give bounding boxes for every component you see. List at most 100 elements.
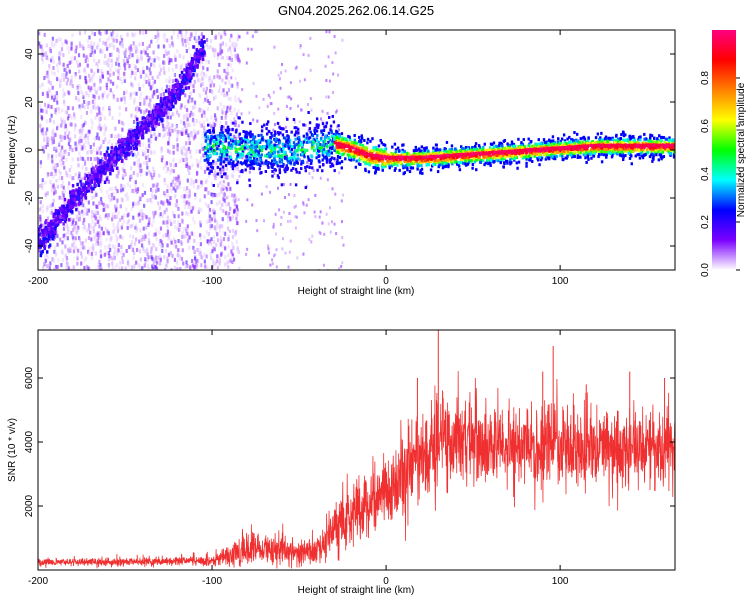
spectrogram-cell [176, 147, 179, 152]
spectrogram-cell [129, 139, 132, 143]
spectrogram-cell [135, 142, 139, 147]
spectrogram-cell [164, 89, 168, 93]
spectrogram-cell [185, 227, 188, 232]
spectrogram-cell [328, 79, 331, 83]
spectrogram-cell [70, 75, 73, 80]
spectrogram-cell [163, 102, 167, 107]
spectrogram-cell [173, 96, 177, 101]
spectrogram-cell [78, 198, 81, 203]
spectrogram-cell [294, 215, 297, 219]
spectrogram-cell [102, 139, 105, 144]
spectrogram-cell [423, 151, 426, 155]
spectrogram-cell [109, 247, 112, 252]
spectrogram-cell [114, 208, 118, 213]
spectrogram-cell [166, 198, 169, 203]
spectrogram-cell [125, 192, 129, 197]
spectrogram-cell [148, 56, 151, 61]
spectrogram-cell [178, 227, 182, 232]
spectrogram-cell [207, 241, 211, 246]
spectrogram-cell [111, 168, 115, 172]
spectrogram-cell [112, 71, 115, 76]
spectrogram-cell [325, 30, 328, 34]
spectrogram-cell [80, 200, 83, 205]
spectrogram-cell [105, 60, 108, 65]
spectrogram-cell [86, 136, 89, 141]
spectrogram-cell [180, 103, 183, 108]
spectrogram-cell [175, 65, 178, 70]
spectrogram-cell [81, 156, 85, 161]
spectrogram-cell [328, 138, 332, 142]
spectrogram-cell [145, 108, 148, 113]
spectrogram-cell [121, 40, 124, 45]
spectrogram-cell [61, 73, 64, 78]
spectrogram-cell [74, 191, 78, 196]
spectrogram-cell [107, 251, 110, 256]
spectrogram-cell [83, 159, 87, 164]
spectrogram-cell [310, 240, 313, 244]
spectrogram-cell [164, 248, 167, 253]
spectrogram-cell [177, 34, 180, 39]
spectrogram-cell [230, 58, 233, 63]
spectrogram-cell [112, 151, 115, 155]
spectrogram-cell [295, 170, 298, 174]
spectrogram-cell [107, 257, 111, 262]
spectrogram-cell [123, 76, 126, 81]
spectrogram-cell [138, 215, 141, 220]
spectrogram-cell [176, 253, 179, 258]
spectrogram-cell [289, 182, 292, 186]
spectrogram-cell [117, 211, 120, 216]
spectrogram-cell [199, 56, 202, 61]
spectrogram-cell [97, 157, 100, 162]
spectrogram-cell [93, 96, 96, 101]
spectrogram-cell [127, 212, 130, 217]
spectrogram-cell [209, 220, 212, 225]
spectrogram-cell [212, 159, 215, 163]
spectrogram-cell [105, 82, 108, 87]
spectrogram-cell [416, 148, 419, 152]
spectrogram-cell [171, 40, 174, 45]
spectrogram-cell [203, 40, 206, 44]
spectrogram-cell [116, 60, 119, 65]
spectrogram-cell [222, 88, 225, 93]
spectrogram-cell [193, 45, 197, 50]
spectrogram-cell [142, 246, 145, 251]
spectrogram-cell [130, 173, 133, 178]
spectrogram-cell [236, 53, 239, 58]
spectrogram-cell [114, 249, 117, 254]
spectrogram-cell [90, 214, 94, 219]
spectrogram-cell [117, 169, 120, 174]
spectrogram-cell [143, 97, 146, 102]
spectrogram-cell [230, 83, 233, 88]
spectrogram-cell [166, 189, 169, 194]
spectrogram-cell [101, 74, 105, 79]
spectrogram-cell [101, 177, 104, 182]
spectrogram-cell [80, 261, 83, 266]
spectrogram-cell [97, 262, 100, 267]
spectrogram-cell [59, 215, 62, 219]
spectrogram-cell [169, 103, 173, 107]
spectrogram-cell [193, 100, 197, 105]
spectrogram-cell [235, 212, 238, 217]
spectrogram-cell [173, 214, 176, 219]
spectrogram-cell [99, 127, 102, 132]
spectrogram-cell [207, 232, 210, 237]
spectrogram-cell [67, 49, 71, 54]
spectrogram-cell [224, 246, 227, 251]
spectrogram-cell [237, 134, 241, 139]
spectrogram-cell [668, 136, 671, 140]
spectrogram-cell [169, 170, 172, 175]
spectrogram-cell [81, 165, 84, 170]
spectrogram-cell [203, 169, 207, 174]
spectrogram-cell [361, 144, 365, 148]
spectrogram-cell [87, 180, 91, 185]
spectrogram-cell [66, 77, 70, 82]
spectrogram-cell [176, 110, 179, 115]
spectrogram-cell [145, 79, 148, 84]
spectrogram-cell [216, 172, 219, 176]
spectrogram-cell [185, 76, 188, 80]
spectrogram-cell [173, 84, 177, 89]
spectrogram-cell [224, 211, 228, 216]
spectrogram-cell [75, 45, 78, 50]
spectrogram-cell [196, 73, 199, 78]
spectrogram-cell [187, 46, 190, 51]
